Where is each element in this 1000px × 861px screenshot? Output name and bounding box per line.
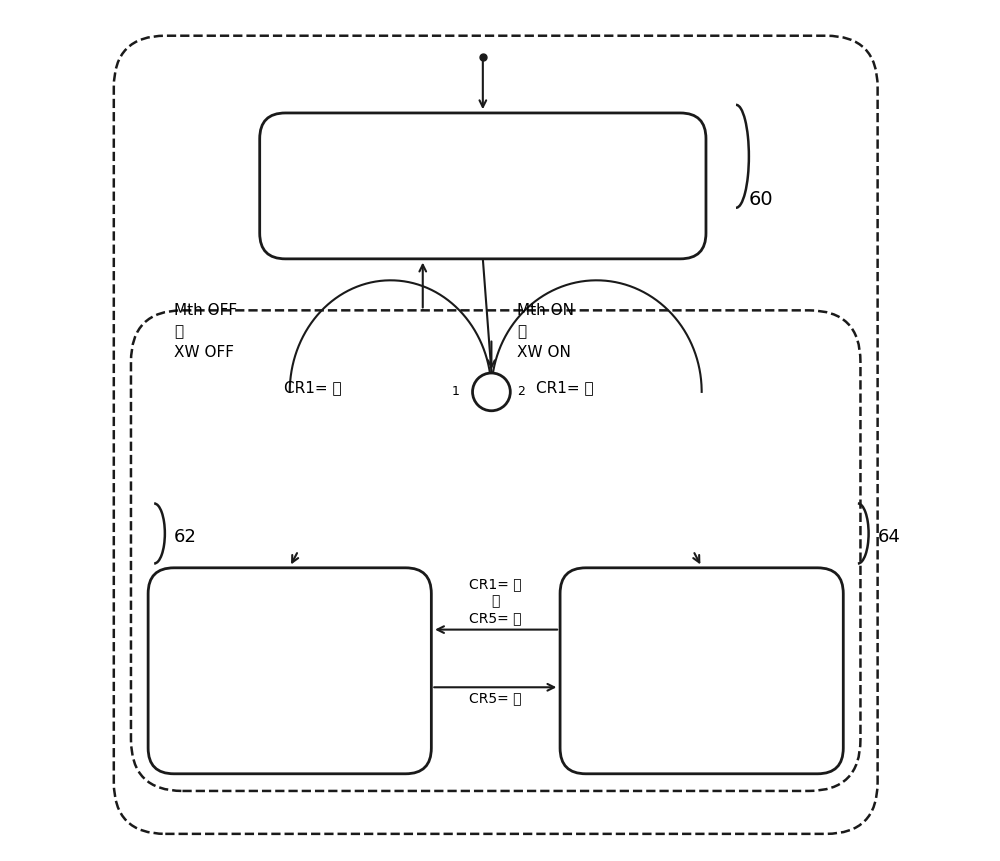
- Text: 62: 62: [174, 529, 197, 547]
- Text: Mth ON
且
XW ON: Mth ON 且 XW ON: [517, 303, 574, 360]
- Text: 2: 2: [517, 386, 525, 399]
- FancyBboxPatch shape: [131, 310, 860, 791]
- Text: CR1= 否: CR1= 否: [284, 380, 341, 395]
- Text: 64: 64: [878, 529, 900, 547]
- Text: Mth OFF
或
XW OFF: Mth OFF 或 XW OFF: [174, 303, 237, 360]
- FancyBboxPatch shape: [114, 35, 878, 833]
- Text: CR1= 否
且
CR5= 否: CR1= 否 且 CR5= 否: [469, 577, 522, 625]
- Text: 1: 1: [452, 386, 460, 399]
- Text: CR1= 是: CR1= 是: [536, 380, 594, 395]
- FancyBboxPatch shape: [148, 567, 431, 774]
- Text: CR5= 是: CR5= 是: [469, 691, 522, 705]
- FancyBboxPatch shape: [560, 567, 843, 774]
- FancyBboxPatch shape: [260, 113, 706, 259]
- Text: 60: 60: [749, 189, 774, 208]
- Circle shape: [473, 373, 510, 411]
